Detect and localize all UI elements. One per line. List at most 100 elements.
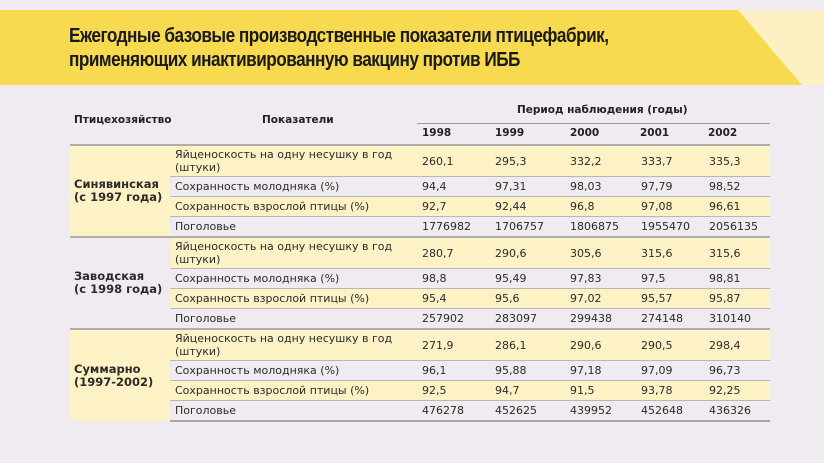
value-cell: 1806875 bbox=[565, 216, 636, 237]
farm-cell-zavodskaya: Заводская (с 1998 года) bbox=[70, 236, 170, 329]
value-cell: 335,3 bbox=[704, 144, 770, 177]
year-header-1998: 1998 bbox=[422, 127, 452, 139]
value-cell: 290,6 bbox=[565, 328, 636, 361]
value-cell: 295,3 bbox=[490, 144, 565, 177]
value-cell: 260,1 bbox=[417, 144, 490, 177]
table-row: Сохранность взрослой птицы (%) 92,5 94,7… bbox=[70, 380, 770, 401]
banner-main bbox=[0, 10, 802, 85]
value-cell: 436326 bbox=[704, 400, 770, 422]
farm-since: (1997-2002) bbox=[74, 374, 154, 389]
indicator-cell: Сохранность молодняка (%) bbox=[170, 176, 417, 197]
table-row: Поголовье 476278 452625 439952 452648 43… bbox=[70, 400, 770, 422]
value-cell: 452625 bbox=[490, 400, 565, 422]
value-cell: 439952 bbox=[565, 400, 636, 422]
indicator-cell: Яйценоскость на одну несушку в год (штук… bbox=[170, 144, 417, 177]
value-cell: 94,4 bbox=[417, 176, 490, 197]
value-cell: 97,08 bbox=[636, 196, 704, 217]
table-row: Заводская (с 1998 года) Яйценоскость на … bbox=[70, 236, 770, 329]
value-cell: 476278 bbox=[417, 400, 490, 422]
value-cell: 290,5 bbox=[636, 328, 704, 361]
value-cell: 97,83 bbox=[565, 268, 636, 289]
table-row: Сохранность молодняка (%) 98,8 95,49 97,… bbox=[70, 268, 770, 289]
value-cell: 271,9 bbox=[417, 328, 490, 361]
table-row: Поголовье 257902 283097 299438 274148 31… bbox=[70, 308, 770, 329]
year-header-2000: 2000 bbox=[570, 127, 600, 139]
indicator-cell: Сохранность молодняка (%) bbox=[170, 360, 417, 381]
indicator-cell: Сохранность взрослой птицы (%) bbox=[170, 288, 417, 309]
value-cell: 95,88 bbox=[490, 360, 565, 381]
indicator-cell: Яйценоскость на одну несушку в год (штук… bbox=[170, 328, 417, 361]
value-cell: 290,6 bbox=[490, 236, 565, 269]
year-header-2001: 2001 bbox=[640, 127, 670, 139]
value-cell: 2056135 bbox=[704, 216, 770, 237]
value-cell: 283097 bbox=[490, 308, 565, 329]
value-cell: 97,09 bbox=[636, 360, 704, 381]
indicator-cell: Сохранность взрослой птицы (%) bbox=[170, 196, 417, 217]
indicator-cell: Сохранность молодняка (%) bbox=[170, 268, 417, 289]
value-cell: 98,81 bbox=[704, 268, 770, 289]
table-row: Сохранность взрослой птицы (%) 92,7 92,4… bbox=[70, 196, 770, 217]
indicators-table: Синявинская (с 1997 года) Яйценоскость н… bbox=[70, 144, 770, 422]
column-header-farm: Птицехозяйство bbox=[74, 114, 172, 126]
farm-name: Заводская bbox=[74, 269, 145, 283]
value-cell: 1706757 bbox=[490, 216, 565, 237]
table-row: Суммарно (1997-2002) Яйценоскость на одн… bbox=[70, 328, 770, 421]
value-cell: 332,2 bbox=[565, 144, 636, 177]
indicator-cell: Сохранность взрослой птицы (%) bbox=[170, 380, 417, 401]
value-cell: 92,44 bbox=[490, 196, 565, 217]
value-cell: 1955470 bbox=[636, 216, 704, 237]
indicator-cell: Поголовье bbox=[170, 308, 417, 329]
table-row: Синявинская (с 1997 года) Яйценоскость н… bbox=[70, 144, 770, 237]
farm-cell-sinyavinskaya: Синявинская (с 1997 года) bbox=[70, 144, 170, 237]
value-cell: 315,6 bbox=[636, 236, 704, 269]
table-row: Сохранность молодняка (%) 94,4 97,31 98,… bbox=[70, 176, 770, 197]
value-cell: 98,52 bbox=[704, 176, 770, 197]
farm-since: (с 1998 года) bbox=[74, 282, 163, 296]
value-cell: 91,5 bbox=[565, 380, 636, 401]
year-header-1999: 1999 bbox=[495, 127, 525, 139]
value-cell: 92,5 bbox=[417, 380, 490, 401]
value-cell: 299438 bbox=[565, 308, 636, 329]
value-cell: 96,61 bbox=[704, 196, 770, 217]
value-cell: 98,03 bbox=[565, 176, 636, 197]
indicator-cell: Поголовье bbox=[170, 216, 417, 237]
page-title: Ежегодные базовые производственные показ… bbox=[69, 24, 748, 72]
value-cell: 280,7 bbox=[417, 236, 490, 269]
table-row: Сохранность взрослой птицы (%) 95,4 95,6… bbox=[70, 288, 770, 309]
value-cell: 95,4 bbox=[417, 288, 490, 309]
title-banner: Ежегодные базовые производственные показ… bbox=[0, 10, 824, 85]
value-cell: 97,18 bbox=[565, 360, 636, 381]
value-cell: 93,78 bbox=[636, 380, 704, 401]
value-cell: 333,7 bbox=[636, 144, 704, 177]
value-cell: 92,7 bbox=[417, 196, 490, 217]
column-header-indicator: Показатели bbox=[262, 114, 334, 126]
farm-name: Суммарно bbox=[74, 361, 141, 376]
value-cell: 96,1 bbox=[417, 360, 490, 381]
farm-cell-total: Суммарно (1997-2002) bbox=[70, 328, 170, 421]
farm-name: Синявинская bbox=[74, 177, 159, 191]
year-header-2002: 2002 bbox=[708, 127, 738, 139]
value-cell: 97,02 bbox=[565, 288, 636, 309]
value-cell: 257902 bbox=[417, 308, 490, 329]
value-cell: 286,1 bbox=[490, 328, 565, 361]
value-cell: 95,49 bbox=[490, 268, 565, 289]
value-cell: 315,6 bbox=[704, 236, 770, 269]
value-cell: 97,5 bbox=[636, 268, 704, 289]
value-cell: 92,25 bbox=[704, 380, 770, 401]
value-cell: 98,8 bbox=[417, 268, 490, 289]
value-cell: 310140 bbox=[704, 308, 770, 329]
value-cell: 305,6 bbox=[565, 236, 636, 269]
value-cell: 94,7 bbox=[490, 380, 565, 401]
period-divider bbox=[417, 123, 770, 124]
column-header-period: Период наблюдения (годы) bbox=[517, 104, 688, 116]
value-cell: 97,79 bbox=[636, 176, 704, 197]
indicator-cell: Поголовье bbox=[170, 400, 417, 422]
value-cell: 274148 bbox=[636, 308, 704, 329]
value-cell: 95,57 bbox=[636, 288, 704, 309]
title-line-2: применяющих инактивированную вакцину про… bbox=[69, 49, 520, 71]
value-cell: 1776982 bbox=[417, 216, 490, 237]
value-cell: 95,6 bbox=[490, 288, 565, 309]
farm-since: (с 1997 года) bbox=[74, 190, 163, 204]
table-row: Поголовье 1776982 1706757 1806875 195547… bbox=[70, 216, 770, 237]
value-cell: 95,87 bbox=[704, 288, 770, 309]
